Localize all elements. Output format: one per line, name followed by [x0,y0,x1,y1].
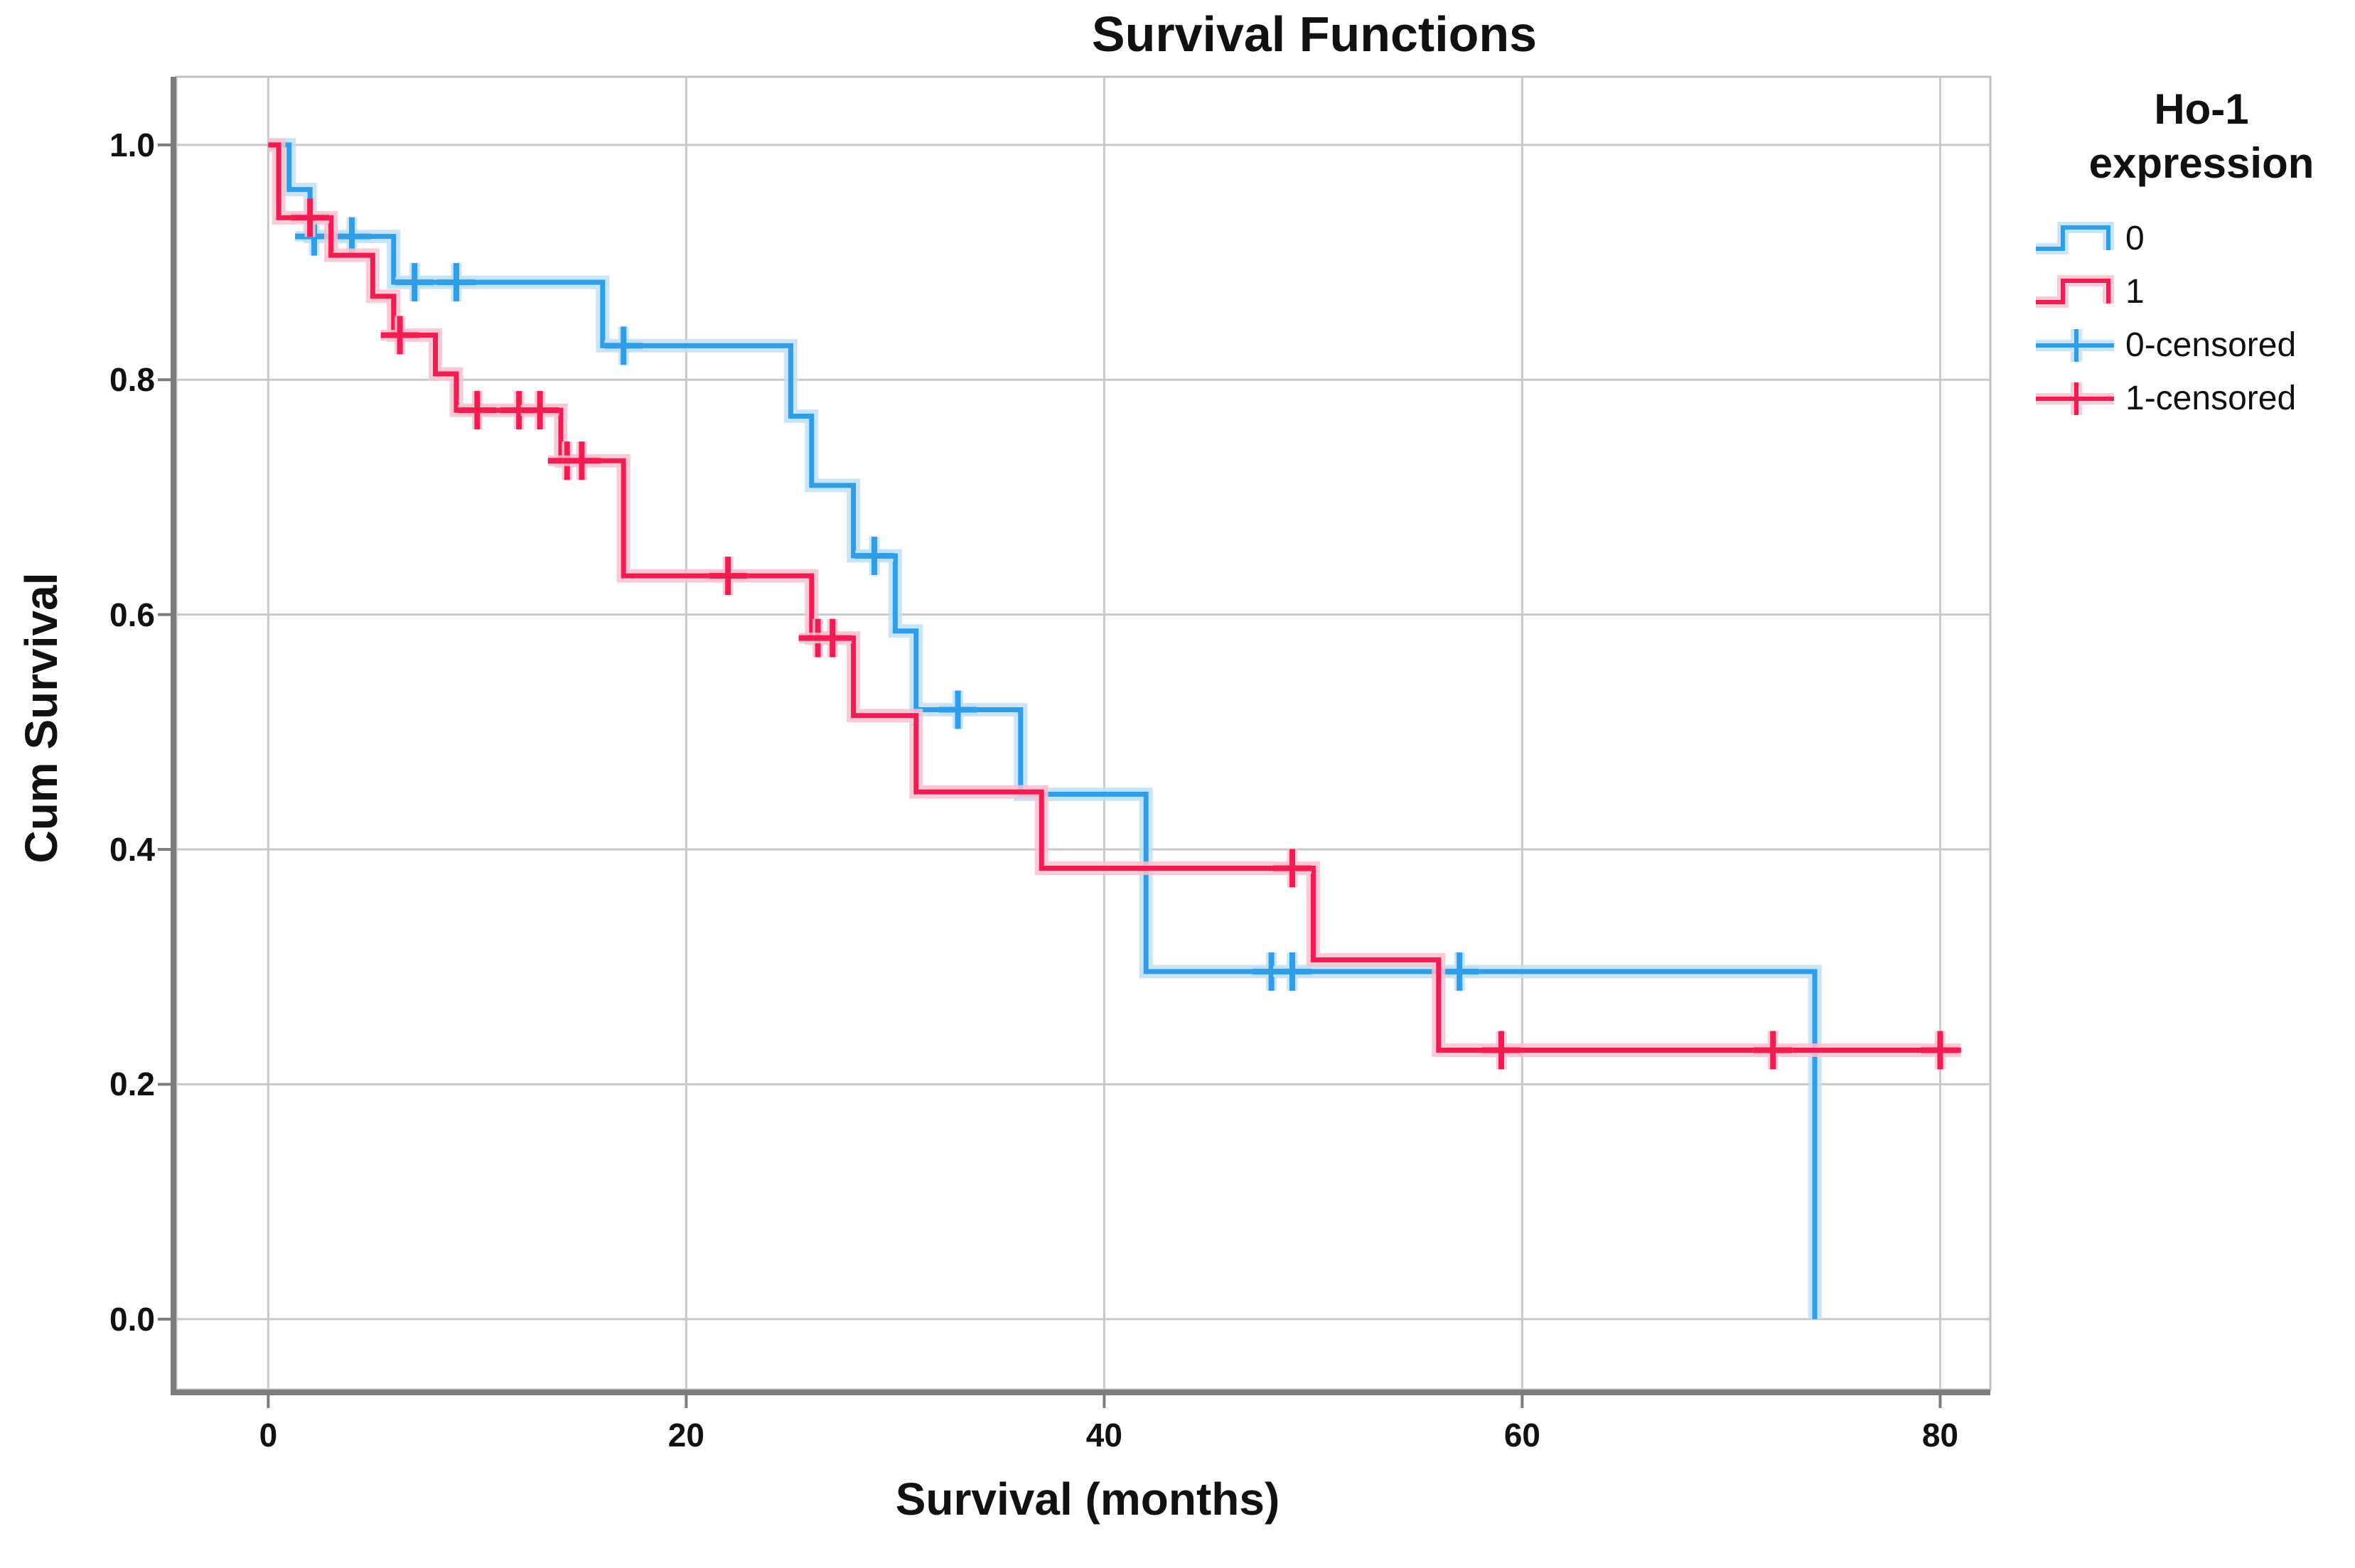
censored-mark-1 [1754,1031,1793,1070]
x-tick-label: 60 [1503,1417,1540,1454]
censored-mark-0 [436,263,476,302]
legend-entry: 0-censored [2034,318,2355,372]
legend-entry-label: 0 [2125,220,2145,257]
censored-mark-1 [1482,1031,1521,1070]
censored-mark-1 [709,557,748,596]
censored-plus-swatch-icon [2036,328,2114,362]
censored-mark-1 [813,618,852,657]
legend-title: Ho-1 expression [2034,82,2355,190]
censored-mark-0 [604,326,643,365]
x-axis-label: Survival (months) [895,1473,1280,1525]
y-tick-label: 0.4 [109,831,155,869]
survival-curve-0 [268,142,1818,1319]
y-tick-label: 1.0 [109,126,155,163]
plot-frame [175,75,1992,1391]
censored-mark-1 [1921,1031,1960,1070]
legend-entry-label: 1 [2125,273,2145,311]
censored-plus-swatch-icon [2036,382,2114,415]
legend-entries: 0 1 0-censored [2034,212,2355,425]
censored-mark-0 [1273,952,1312,991]
censored-mark-0 [854,537,894,576]
x-tick-label: 20 [667,1417,704,1454]
legend-entry: 1 [2034,265,2355,318]
censored-mark-0 [1440,952,1479,991]
legend-title-line1: Ho-1 [2154,85,2249,133]
censored-mark-1 [291,198,330,237]
censored-mark-1 [562,441,601,480]
x-tick-label: 0 [259,1417,278,1454]
survival-curve-halo-0 [268,138,1822,1319]
legend-entry: 1-censored [2034,372,2355,425]
legend-entry: 0 [2034,212,2355,265]
x-tick-label: 40 [1085,1417,1122,1454]
legend-entry-label: 1-censored [2125,380,2297,417]
step-line-swatch-icon [2036,221,2114,254]
censored-mark-1 [380,316,419,355]
x-axis-line [171,1390,1990,1395]
censored-mark-0 [938,690,977,729]
y-tick-label: 0.6 [109,596,155,633]
censored-mark-0 [395,263,434,302]
censored-mark-1 [520,391,559,430]
step-line-swatch-icon [2036,274,2114,308]
censored-mark-1 [1273,849,1312,888]
censored-mark-1 [458,391,497,430]
x-tick-label: 80 [1921,1417,1959,1454]
legend-title-line2: expression [2088,139,2314,187]
y-tick-label: 0.0 [109,1300,155,1338]
legend: Ho-1 expression 0 1 [2034,82,2355,425]
y-axis-line [171,77,176,1395]
chart-title: Survival Functions [1091,6,1538,62]
legend-entry-label: 0-censored [2125,326,2297,364]
y-tick-label: 0.8 [109,361,155,399]
y-axis-label: Cum Survival [16,572,67,864]
y-tick-label: 0.2 [109,1065,155,1103]
